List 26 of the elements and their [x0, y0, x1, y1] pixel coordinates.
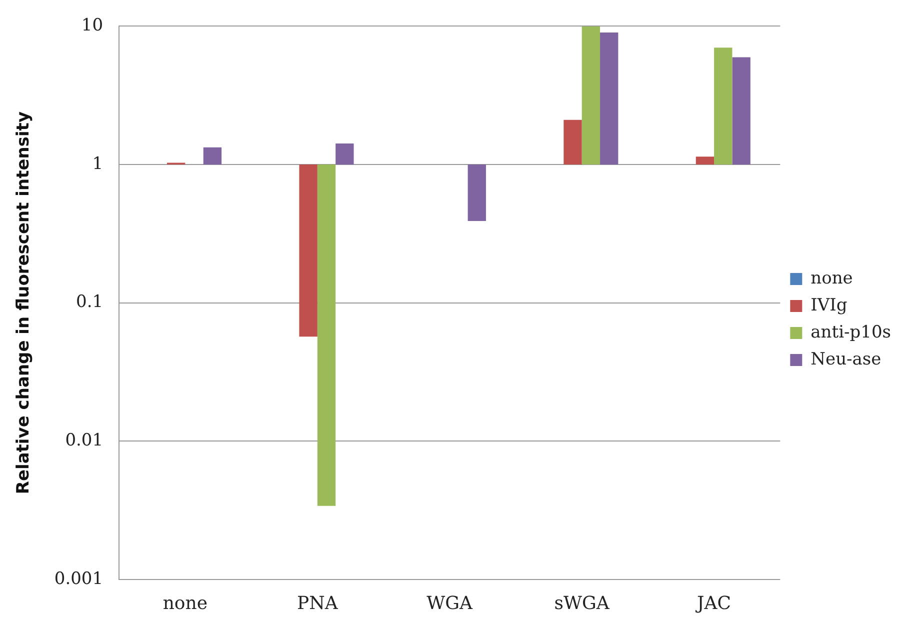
y-tick-label: 1 [92, 154, 104, 174]
legend-label: none [810, 268, 853, 288]
y-tick-label: 0.1 [76, 292, 104, 312]
bar [468, 164, 486, 222]
y-tick-label: 10 [81, 16, 104, 36]
bar [732, 57, 750, 164]
bar [564, 120, 582, 164]
bar [203, 147, 222, 164]
bar [299, 164, 318, 337]
bar [317, 164, 336, 506]
x-tick-label: sWGA [554, 592, 610, 614]
legend-label: Neu-ase [810, 349, 882, 370]
x-tick-label: WGA [426, 592, 474, 614]
x-tick-label: PNA [296, 592, 339, 614]
bar [600, 32, 618, 164]
x-tick-label: JAC [695, 592, 732, 614]
y-tick-label: 0.001 [54, 568, 104, 589]
legend-label: anti-p10s [810, 322, 892, 342]
bar [714, 48, 732, 164]
y-axis-title: Relative change in fluorescent intensity [14, 111, 34, 494]
legend-label: IVIg [810, 295, 848, 316]
bar [582, 26, 600, 164]
y-tick-label: 0.01 [65, 430, 104, 451]
x-tick-label: none [162, 592, 208, 614]
bar [336, 143, 354, 164]
bar [696, 156, 714, 164]
